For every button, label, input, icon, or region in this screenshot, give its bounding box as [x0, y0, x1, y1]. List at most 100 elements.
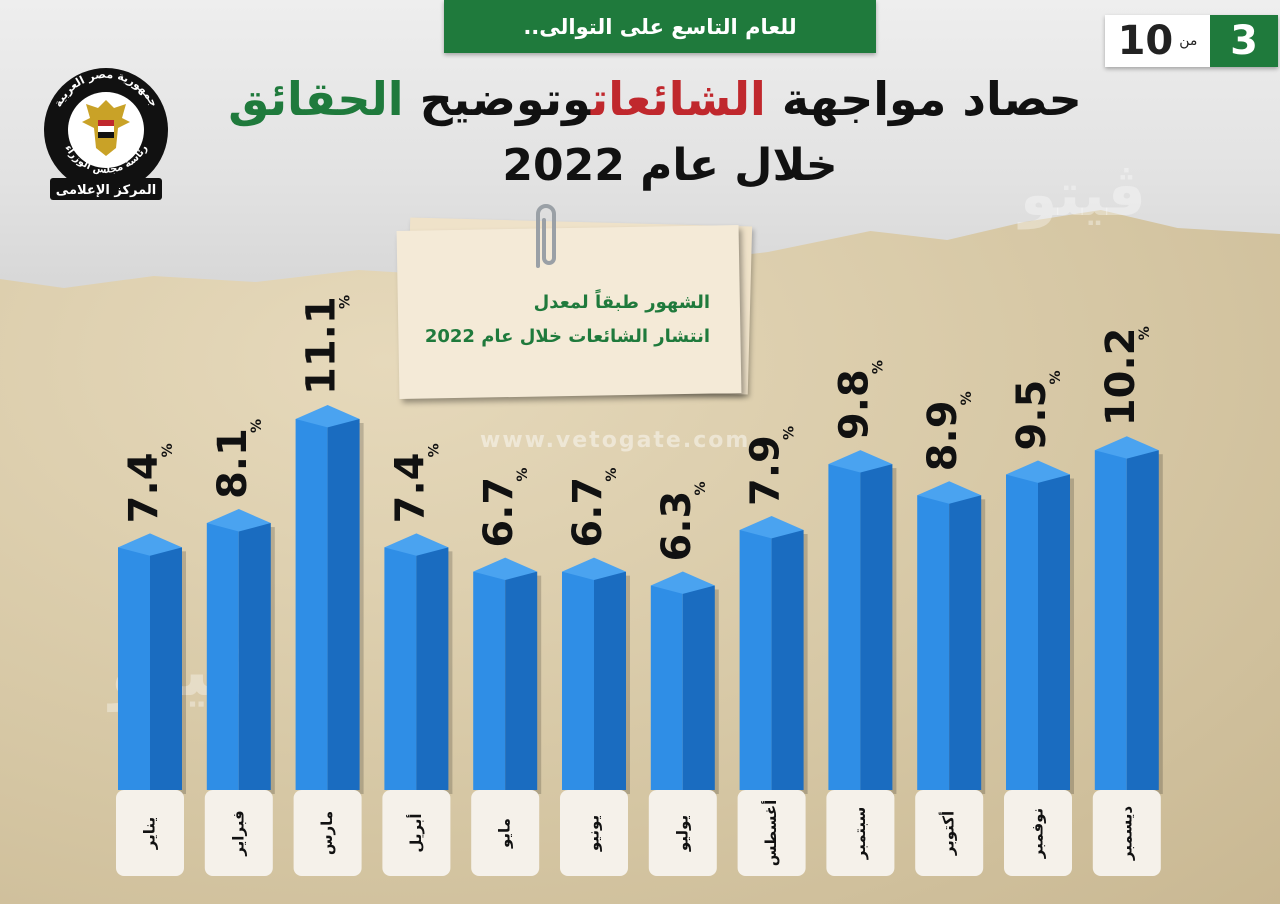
bar-left-face: [562, 571, 594, 790]
x-tick-label: ديسمبر: [1117, 806, 1135, 861]
title-highlight-green: الحقائق: [228, 72, 404, 126]
x-tick-label: نوفمبر: [1029, 808, 1047, 859]
data-label: 8.9: [920, 400, 966, 471]
bar-left-face: [650, 585, 683, 790]
bar-top-face: [562, 557, 626, 581]
data-label: 9.8: [831, 369, 877, 440]
bar-left-face: [118, 547, 150, 790]
watermark-logo: ڤيتو: [1020, 160, 1146, 230]
data-label-unit: %: [1048, 370, 1064, 384]
title-part1: حصاد مواجهة: [781, 72, 1082, 126]
note-line1: الشهور طبقاً لمعدل: [533, 292, 710, 313]
category-label-box: [648, 790, 717, 876]
bar-right-face: [327, 419, 360, 790]
category-label-box: [826, 790, 895, 876]
bar-top-face: [917, 481, 982, 504]
page-total: 10: [1117, 18, 1174, 64]
title-highlight-red: الشائعات: [590, 72, 766, 126]
note-line2: انتشار الشائعات خلال عام 2022: [424, 326, 710, 347]
page-of-label: من: [1179, 33, 1198, 49]
bar-top-face: [206, 509, 271, 532]
bar-right-face: [416, 547, 449, 790]
bar-top-face: [1006, 460, 1070, 483]
category-label-box: [116, 790, 184, 876]
bar-right-face: [238, 523, 271, 790]
bar-left-face: [384, 547, 417, 790]
data-label: 6.7: [476, 477, 522, 548]
data-label: 10.2: [1098, 328, 1144, 427]
bar-left-face: [1094, 450, 1127, 790]
data-label-unit: %: [338, 295, 354, 309]
data-label: 6.7: [565, 477, 611, 548]
bar-3: [295, 405, 364, 794]
x-tick-label: يناير: [141, 817, 159, 850]
data-label-unit: %: [604, 468, 620, 482]
data-label-unit: %: [870, 360, 886, 374]
bar-8: [739, 515, 808, 794]
category-label-box: [915, 790, 984, 876]
data-label-unit: %: [693, 481, 709, 495]
bar-7: [650, 571, 719, 794]
x-tick-label: مايو: [496, 818, 514, 849]
data-label: 7.9: [743, 435, 789, 506]
page-current: 3: [1210, 15, 1278, 67]
bar-5: [473, 557, 542, 794]
bar-top-face: [828, 450, 893, 473]
bar-2: [206, 509, 275, 794]
category-label-box: [471, 790, 540, 876]
data-label-unit: %: [515, 468, 531, 482]
logo-bottom-text: المركز الإعلامى: [56, 183, 156, 198]
bar-right-face: [594, 571, 626, 790]
category-label-box: [1004, 790, 1072, 876]
bar-10: [917, 481, 986, 794]
bar-left-face: [1006, 474, 1038, 790]
page-total-box: 10 من: [1105, 15, 1210, 67]
chart-caption: الشهور طبقاً لمعدل انتشار الشائعات خلال …: [400, 286, 710, 354]
category-label-box: [737, 790, 806, 876]
x-tick-label: فبراير: [229, 810, 247, 856]
x-tick-label: أغسطس: [761, 800, 780, 866]
bar-top-face: [473, 557, 538, 581]
category-label-box: [1092, 790, 1161, 876]
eagle-emblem-icon: جمهورية مصر العربية رئاسة مجلس الوزراء ا…: [44, 68, 168, 200]
bar-1: [118, 533, 186, 794]
category-label-box: [293, 790, 362, 876]
data-label-unit: %: [249, 419, 265, 433]
data-label: 6.3: [654, 491, 700, 562]
banner: للعام التاسع على التوالى..: [444, 0, 876, 53]
bar-6: [562, 557, 630, 794]
data-label: 7.4: [121, 452, 167, 523]
data-label-unit: %: [782, 426, 798, 440]
bar-left-face: [828, 464, 861, 790]
bar-left-face: [739, 529, 772, 790]
category-label-box: [382, 790, 451, 876]
bar-9: [828, 450, 897, 794]
x-tick-label: يونيو: [585, 815, 603, 852]
page-title: حصاد مواجهة الشائعاتوتوضيح الحقائق: [200, 72, 1110, 126]
bar-right-face: [860, 464, 893, 790]
bar-4: [384, 533, 453, 794]
data-label-unit: %: [160, 443, 176, 457]
watermark-site: www.vetogate.com: [480, 428, 751, 453]
bar-right-face: [771, 529, 804, 790]
paperclip-icon: [536, 204, 556, 268]
x-tick-label: أبريل: [406, 813, 425, 852]
bar-top-face: [295, 405, 360, 428]
bar-left-face: [917, 495, 950, 790]
x-tick-label: يوليو: [673, 815, 691, 852]
bar-top-face: [1094, 436, 1159, 459]
bar-right-face: [505, 571, 538, 790]
page-indicator: 10 من 3: [1105, 15, 1278, 67]
category-label-box: [204, 790, 273, 876]
bar-right-face: [949, 495, 982, 790]
bar-12: [1094, 436, 1163, 794]
page-subtitle: خلال عام 2022: [502, 140, 838, 191]
data-label: 9.5: [1009, 380, 1055, 451]
category-label-box: [560, 790, 628, 876]
data-label: 7.4: [387, 452, 433, 523]
bar-right-face: [150, 547, 182, 790]
bar-11: [1006, 460, 1074, 794]
bar-top-face: [650, 571, 715, 594]
data-label-unit: %: [1137, 326, 1153, 340]
